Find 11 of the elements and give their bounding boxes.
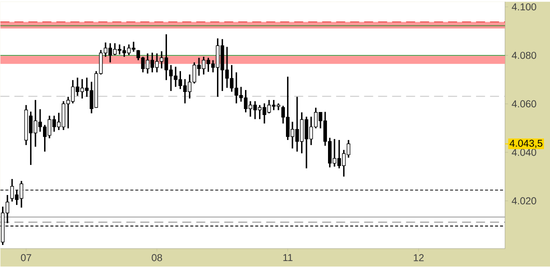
y-tick-label: 4.040	[512, 149, 536, 156]
x-tick-label: 11	[283, 254, 292, 262]
y-tick-label: 4.080	[512, 52, 536, 60]
x-tick-label: 07	[20, 254, 32, 262]
candlestick	[272, 99, 276, 112]
y-tick-label: 4.060	[512, 100, 536, 108]
text: 4.043,5	[510, 140, 542, 148]
x-tick-label: 08	[152, 254, 162, 262]
y-tick-label: 4.100	[512, 4, 536, 11]
x-tick-label: 12	[414, 254, 424, 262]
y-tick-label: 4.020	[512, 197, 536, 205]
